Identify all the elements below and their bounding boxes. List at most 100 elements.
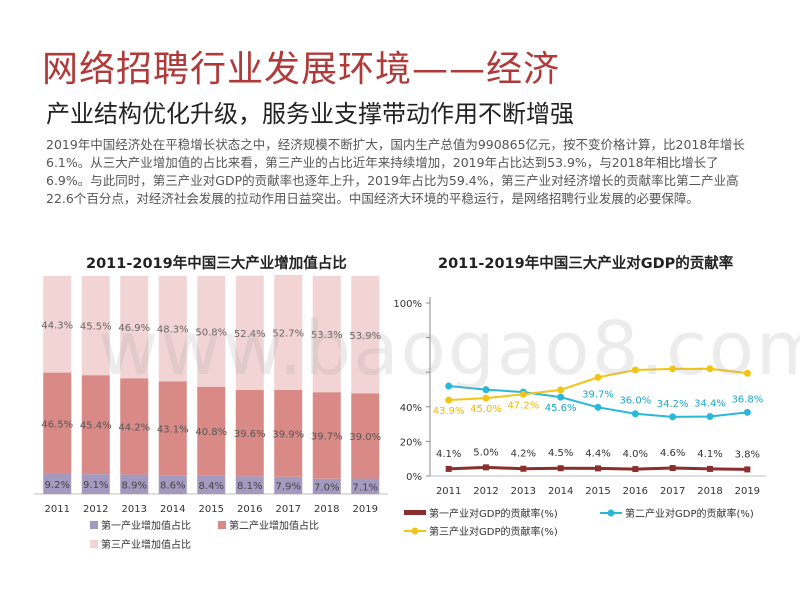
bar-data-label: 50.8% xyxy=(195,327,227,338)
bar-segment xyxy=(81,474,110,494)
bar-data-label: 9.1% xyxy=(83,480,108,491)
line-point xyxy=(482,394,490,402)
line-point xyxy=(706,365,714,373)
line-point xyxy=(445,396,453,404)
line-x-tick-label: 2014 xyxy=(548,486,573,497)
bar-data-label: 39.0% xyxy=(349,432,381,443)
bar-data-label: 44.3% xyxy=(41,320,73,331)
line-data-label: 4.5% xyxy=(548,448,573,459)
line-point xyxy=(483,464,489,471)
bar-data-label: 8.6% xyxy=(160,481,185,492)
bar-x-tick-label: 2018 xyxy=(314,504,339,515)
bar-segment xyxy=(274,389,303,477)
bar-segment xyxy=(120,276,149,379)
bar-x-tick-label: 2011 xyxy=(45,504,70,515)
bar-legend-swatch xyxy=(218,521,226,529)
bar-segment xyxy=(235,476,264,494)
page-title: 网络招聘行业发展环境——经济 xyxy=(42,49,561,90)
line-point xyxy=(557,393,565,401)
bar-segment xyxy=(351,393,380,479)
bar-data-label: 46.5% xyxy=(41,419,73,430)
line-y-tick-label: 0% xyxy=(406,472,422,483)
bar-data-label: 48.3% xyxy=(157,325,189,336)
bar-x-tick-label: 2017 xyxy=(276,504,301,515)
bar-segment xyxy=(158,381,187,476)
bar-segment xyxy=(351,478,380,494)
line-point xyxy=(669,365,677,373)
line-point xyxy=(744,466,751,473)
line-x-tick-label: 2013 xyxy=(511,486,536,497)
bar-data-label: 52.7% xyxy=(272,328,304,339)
bar-segment xyxy=(43,372,72,474)
line-legend-swatch xyxy=(404,510,426,515)
bar-segment xyxy=(312,478,341,494)
bar-legend-swatch xyxy=(90,521,98,529)
line-data-label: 45.0% xyxy=(470,404,502,415)
bar-segment xyxy=(81,375,110,475)
line-point xyxy=(594,403,602,411)
line-legend-label: 第三产业对GDP的贡献率(%) xyxy=(429,525,558,538)
line-data-label: 5.0% xyxy=(473,447,498,458)
bar-segment xyxy=(235,390,264,477)
line-data-label: 4.2% xyxy=(511,449,536,460)
bar-segment xyxy=(120,378,149,475)
line-x-tick-label: 2012 xyxy=(473,486,498,497)
line-legend-marker xyxy=(607,509,615,517)
line-data-label: 3.8% xyxy=(735,449,760,460)
bar-data-label: 44.2% xyxy=(118,422,150,433)
bar-data-label: 8.1% xyxy=(237,481,262,492)
line-legend-label: 第一产业对GDP的贡献率(%) xyxy=(429,507,558,520)
bar-segment xyxy=(312,276,341,393)
line-data-label: 4.6% xyxy=(660,448,685,459)
line-data-label: 4.4% xyxy=(585,448,610,459)
bar-segment xyxy=(197,386,226,476)
line-data-label: 39.7% xyxy=(582,389,614,400)
line-x-tick-label: 2016 xyxy=(623,486,648,497)
line-point xyxy=(669,413,677,421)
bar-data-label: 45.4% xyxy=(80,421,112,432)
line-legend-label: 第二产业对GDP的贡献率(%) xyxy=(625,507,754,520)
bar-data-label: 8.9% xyxy=(122,480,147,491)
bar-data-label: 53.3% xyxy=(311,330,343,341)
bar-segment xyxy=(158,276,187,382)
line-point xyxy=(594,373,602,381)
bar-segment xyxy=(235,275,264,391)
description-paragraph: 2019年中国经济处在平稳增长状态之中，经济规模不断扩大，国内生产总值为9908… xyxy=(46,137,745,206)
line-data-label: 43.9% xyxy=(433,406,465,417)
line-point xyxy=(743,408,751,416)
bar-legend-label: 第三产业增加值占比 xyxy=(101,538,191,551)
line-point xyxy=(445,465,452,472)
bar-legend-label: 第一产业增加值占比 xyxy=(101,519,191,532)
line-data-label: 4.0% xyxy=(623,449,648,460)
line-point xyxy=(631,410,639,418)
bar-segment xyxy=(43,276,72,373)
line-data-label: 47.2% xyxy=(507,400,539,411)
line-y-tick-label: 100% xyxy=(393,299,422,310)
line-x-tick-label: 2019 xyxy=(735,486,760,497)
bar-data-label: 40.8% xyxy=(195,427,227,438)
line-data-label: 34.4% xyxy=(694,398,726,409)
bar-data-label: 8.4% xyxy=(199,481,224,492)
line-point xyxy=(706,412,714,420)
line-point xyxy=(707,465,713,472)
bar-data-label: 46.9% xyxy=(118,323,150,334)
line-y-tick-label: 40% xyxy=(400,403,422,414)
line-point xyxy=(669,465,676,472)
bar-segment xyxy=(197,475,226,494)
line-chart-title: 2011-2019年中国三大产业对GDP的贡献率 xyxy=(438,256,734,272)
bar-chart-title: 2011-2019年中国三大产业增加值占比 xyxy=(86,256,347,272)
line-data-label: 45.6% xyxy=(545,403,577,414)
bar-data-label: 53.9% xyxy=(349,331,381,342)
line-point xyxy=(482,386,490,394)
bar-segment xyxy=(274,476,303,494)
bar-segment xyxy=(81,276,110,376)
line-x-tick-label: 2017 xyxy=(660,486,685,497)
bar-x-tick-label: 2014 xyxy=(160,504,185,515)
line-point xyxy=(595,465,601,472)
bar-segment xyxy=(43,473,72,494)
bar-x-tick-label: 2019 xyxy=(353,504,378,515)
line-data-label: 4.1% xyxy=(436,449,461,460)
line-data-label: 36.8% xyxy=(731,394,763,405)
bar-legend-swatch xyxy=(90,540,98,548)
page-subtitle: 产业结构优化升级，服务业支撑带动作用不断增强 xyxy=(46,100,574,128)
